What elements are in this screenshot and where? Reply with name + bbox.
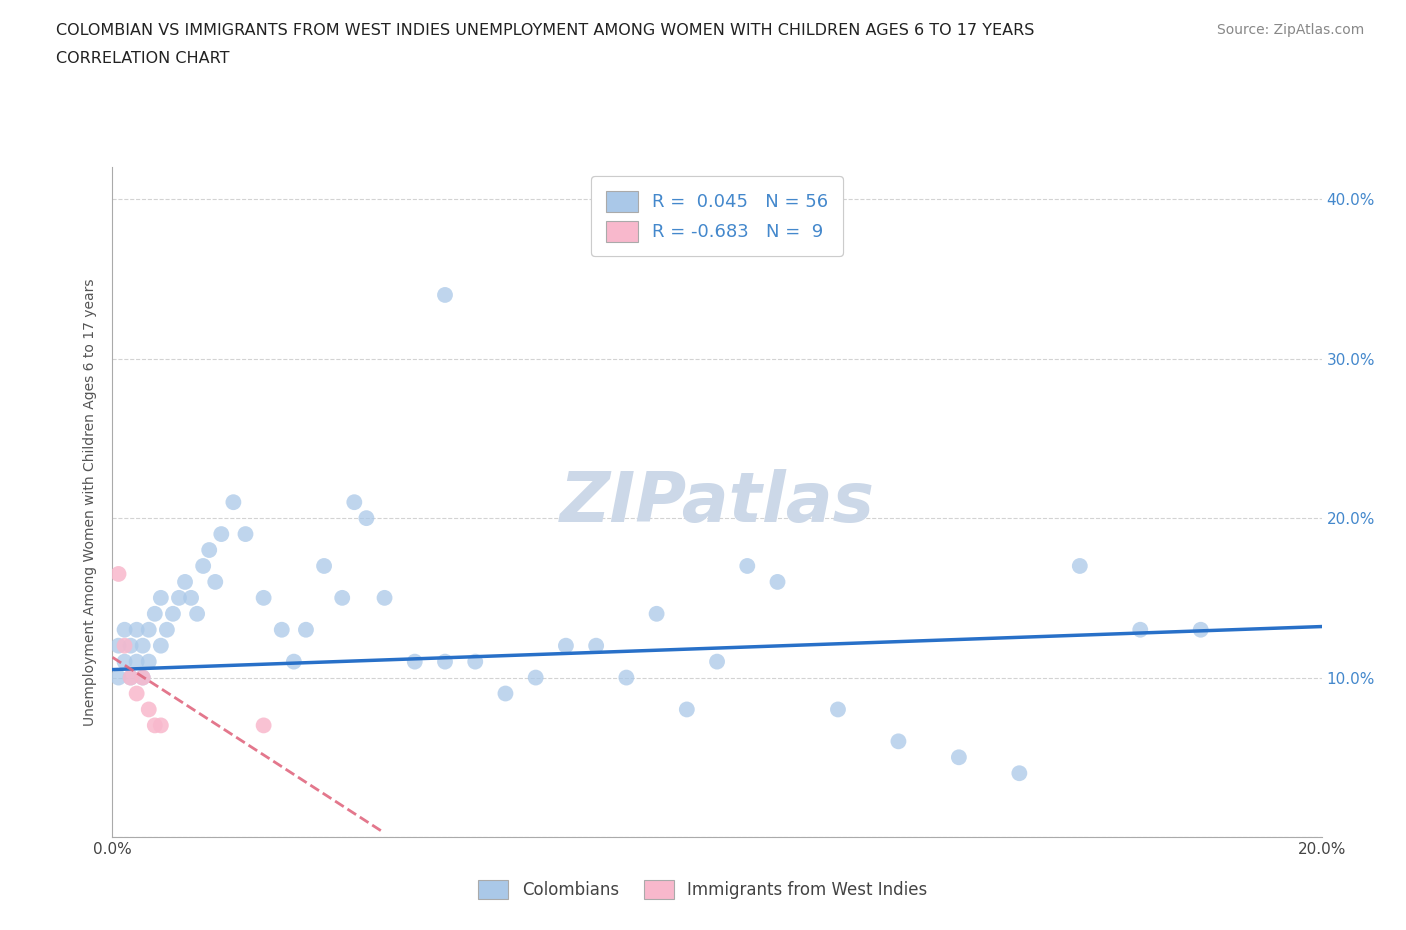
Point [167,591,190,605]
Point [495,686,517,701]
Point [191,559,214,574]
Point [887,734,910,749]
Point [314,559,336,574]
Point [222,495,245,510]
Point [198,542,221,557]
Legend: Colombians, Immigrants from West Indies: Colombians, Immigrants from West Indies [465,867,941,912]
Point [948,750,970,764]
Point [186,606,208,621]
Point [107,566,129,581]
Point [132,671,155,685]
Point [1129,622,1152,637]
Text: CORRELATION CHART: CORRELATION CHART [56,51,229,66]
Point [107,671,129,685]
Point [554,638,576,653]
Point [120,638,142,653]
Point [174,575,197,590]
Point [120,671,142,685]
Point [132,671,155,685]
Point [1008,765,1031,780]
Point [295,622,318,637]
Text: Source: ZipAtlas.com: Source: ZipAtlas.com [1216,23,1364,37]
Point [120,671,142,685]
Point [180,591,202,605]
Point [1189,622,1212,637]
Point [766,575,789,590]
Point [524,671,547,685]
Point [356,511,378,525]
Point [343,495,366,510]
Point [1069,559,1091,574]
Point [143,606,166,621]
Point [125,686,148,701]
Point [143,718,166,733]
Point [645,606,668,621]
Point [235,526,257,541]
Point [330,591,353,605]
Point [204,575,226,590]
Point [156,622,179,637]
Point [585,638,607,653]
Text: COLOMBIAN VS IMMIGRANTS FROM WEST INDIES UNEMPLOYMENT AMONG WOMEN WITH CHILDREN : COLOMBIAN VS IMMIGRANTS FROM WEST INDIES… [56,23,1035,38]
Point [433,654,456,669]
Point [138,654,160,669]
Point [107,638,129,653]
Point [114,622,136,637]
Point [162,606,184,621]
Point [464,654,486,669]
Point [149,638,172,653]
Point [270,622,292,637]
Point [253,718,276,733]
Point [374,591,396,605]
Point [125,654,148,669]
Point [675,702,697,717]
Point [827,702,849,717]
Legend: R =  0.045   N = 56, R = -0.683   N =  9: R = 0.045 N = 56, R = -0.683 N = 9 [591,177,844,256]
Point [404,654,426,669]
Point [253,591,276,605]
Point [114,654,136,669]
Point [138,622,160,637]
Point [209,526,232,541]
Point [737,559,759,574]
Point [114,638,136,653]
Point [433,287,456,302]
Point [149,718,172,733]
Text: ZIPatlas: ZIPatlas [560,469,875,536]
Point [149,591,172,605]
Point [616,671,638,685]
Y-axis label: Unemployment Among Women with Children Ages 6 to 17 years: Unemployment Among Women with Children A… [83,278,97,726]
Point [283,654,305,669]
Point [132,638,155,653]
Point [706,654,728,669]
Point [138,702,160,717]
Point [125,622,148,637]
